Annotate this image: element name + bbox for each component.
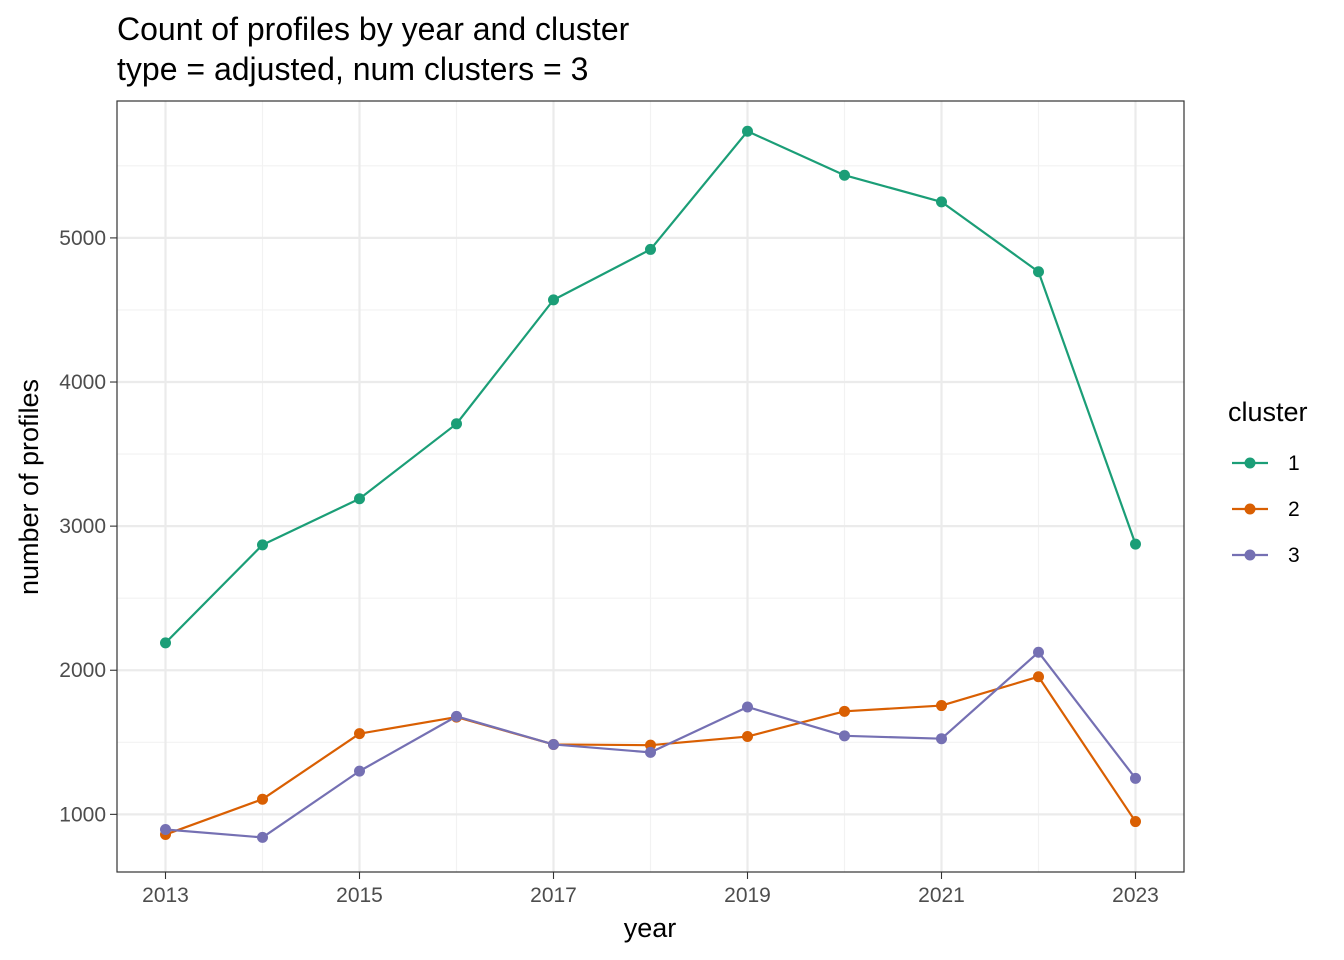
point-cluster-2-2014 <box>257 793 268 805</box>
point-cluster-1-2019 <box>742 125 753 137</box>
point-cluster-3-2019 <box>742 701 753 713</box>
point-cluster-3-2021 <box>936 733 947 745</box>
legend-key-point <box>1244 503 1256 515</box>
point-cluster-3-2015 <box>354 765 365 777</box>
point-cluster-2-2015 <box>354 728 365 740</box>
point-cluster-1-2016 <box>451 418 462 430</box>
point-cluster-1-2013 <box>160 637 171 649</box>
x-tick-label: 2019 <box>724 884 771 907</box>
point-cluster-3-2018 <box>645 746 656 758</box>
y-tick-label: 4000 <box>59 371 106 394</box>
y-tick-label: 2000 <box>59 659 106 682</box>
point-cluster-3-2022 <box>1033 646 1044 658</box>
legend-key-point <box>1244 457 1256 469</box>
x-tick-label: 2017 <box>530 884 577 907</box>
legend-label: 3 <box>1288 544 1300 567</box>
y-axis-title: number of profiles <box>14 379 44 595</box>
chart-subtitle: type = adjusted, num clusters = 3 <box>117 51 588 87</box>
point-cluster-2-2023 <box>1130 816 1141 828</box>
x-tick-label: 2021 <box>918 884 965 907</box>
legend-label: 2 <box>1288 498 1300 521</box>
y-tick-label: 5000 <box>59 227 106 250</box>
legend-label: 1 <box>1288 452 1300 475</box>
x-axis-title: year <box>624 913 677 943</box>
series-layer <box>160 125 1141 843</box>
y-tick-label: 3000 <box>59 515 106 538</box>
point-cluster-3-2013 <box>160 823 171 835</box>
chart-title: Count of profiles by year and cluster <box>117 11 630 47</box>
y-axis-ticks: 1000 2000 3000 4000 5000 <box>59 227 117 826</box>
point-cluster-1-2023 <box>1130 538 1141 550</box>
point-cluster-1-2018 <box>645 243 656 255</box>
point-cluster-1-2014 <box>257 539 268 551</box>
point-cluster-1-2020 <box>839 169 850 181</box>
point-cluster-1-2015 <box>354 493 365 505</box>
point-cluster-3-2016 <box>451 710 462 722</box>
plot-panel-border <box>116 100 1185 873</box>
y-tick-label: 1000 <box>59 803 106 826</box>
point-cluster-2-2021 <box>936 700 947 712</box>
legend: cluster 1 2 3 <box>1228 397 1308 567</box>
point-cluster-2-2022 <box>1033 671 1044 683</box>
point-cluster-3-2014 <box>257 831 268 843</box>
point-cluster-3-2023 <box>1130 772 1141 784</box>
x-tick-label: 2013 <box>142 884 189 907</box>
legend-title: cluster <box>1228 397 1308 427</box>
minor-gridlines <box>117 101 1184 872</box>
point-cluster-3-2017 <box>548 738 559 750</box>
legend-key-point <box>1244 549 1256 561</box>
x-tick-label: 2015 <box>336 884 383 907</box>
point-cluster-1-2021 <box>936 196 947 208</box>
point-cluster-2-2020 <box>839 705 850 717</box>
point-cluster-1-2022 <box>1033 266 1044 278</box>
x-axis-ticks: 2013 2015 2017 2019 2021 2023 <box>142 872 1159 907</box>
point-cluster-3-2020 <box>839 730 850 742</box>
point-cluster-2-2019 <box>742 731 753 743</box>
x-tick-label: 2023 <box>1112 884 1159 907</box>
point-cluster-1-2017 <box>548 294 559 306</box>
